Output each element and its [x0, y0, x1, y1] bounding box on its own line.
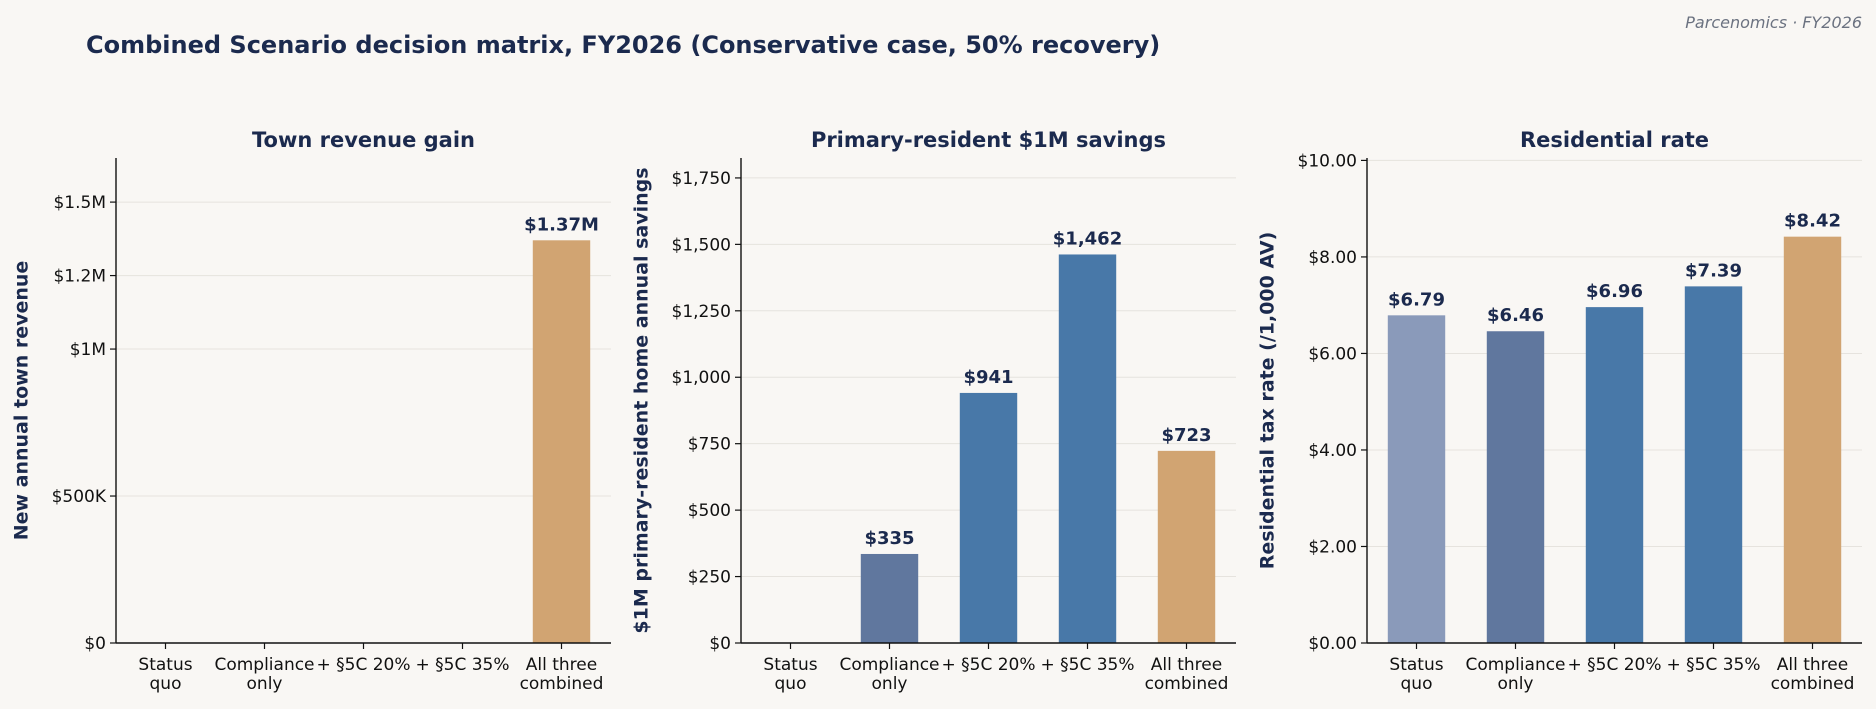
- x-tick-label: Compliance only: [839, 655, 939, 694]
- y-tick-label: $250: [688, 568, 731, 588]
- x-tick-label: Compliance only: [214, 655, 314, 694]
- data-label: $6.46: [1487, 305, 1544, 326]
- x-tick-label: Status quo: [763, 655, 817, 694]
- y-tick-label: $0.00: [1308, 634, 1357, 654]
- chart-panels: $0 $500K $1M $1.2M $1.5M Status quo Compliance o…: [11, 128, 1862, 694]
- bar: [532, 240, 591, 643]
- bar: [1783, 236, 1842, 644]
- x-tick-label: Status quo: [138, 655, 192, 694]
- y-tick-label: $6.00: [1308, 344, 1357, 364]
- x-tick-label: Status quo: [1389, 655, 1443, 694]
- bar: [1387, 315, 1446, 643]
- y-tick-label: $4.00: [1308, 441, 1357, 461]
- bar: [1684, 286, 1743, 643]
- subplot-title: Primary-resident $1M savings: [811, 128, 1166, 152]
- bar: [860, 553, 919, 643]
- data-label: $1.37M: [524, 214, 599, 235]
- data-label: $723: [1161, 425, 1211, 446]
- y-axis-label: Residential tax rate (/1,000 AV): [1257, 232, 1279, 570]
- watermark: Parcenomics · FY2026: [1685, 13, 1862, 32]
- bar: [1486, 331, 1545, 643]
- y-tick-label: $1,500: [672, 235, 731, 255]
- x-tick-label: + §5C 20%: [941, 655, 1035, 675]
- y-tick-label: $1.2M: [53, 267, 106, 287]
- bar: [1585, 307, 1644, 643]
- chart-panel-3: $0.00 $2.00 $4.00 $6.00 $8.00 $10.00 $6.79 Stat…: [1257, 128, 1862, 694]
- bar: [959, 392, 1018, 643]
- bar: [1058, 254, 1117, 643]
- y-tick-label: $0: [84, 634, 106, 654]
- x-tick-label: + §5C 35%: [1040, 655, 1134, 675]
- y-tick-label: $1,750: [672, 169, 731, 189]
- data-label: $7.39: [1685, 260, 1742, 281]
- y-tick-label: $1M: [70, 340, 106, 360]
- x-tick-label: + §5C 20%: [1567, 655, 1661, 675]
- data-label: $8.42: [1784, 211, 1841, 232]
- x-tick-label: + §5C 20%: [316, 655, 410, 675]
- y-tick-label: $1,000: [672, 368, 731, 388]
- y-axis-label: $1M primary-resident home annual savings: [631, 167, 653, 633]
- x-tick-label: Compliance only: [1465, 655, 1565, 694]
- x-tick-label: All three combined: [520, 655, 604, 694]
- y-tick-label: $500: [688, 501, 731, 521]
- y-tick-label: $0: [709, 634, 731, 654]
- data-label: $1,462: [1053, 228, 1122, 249]
- x-tick-label: + §5C 35%: [1666, 655, 1760, 675]
- x-tick-label: + §5C 35%: [415, 655, 509, 675]
- y-tick-label: $500K: [52, 487, 107, 507]
- y-tick-label: $1.5M: [53, 193, 106, 213]
- y-tick-label: $750: [688, 435, 731, 455]
- data-label: $941: [963, 367, 1013, 388]
- chart-panel-2: $0 $250 $500 $750 $1,000 $1,250 $1,500 $1,750 St…: [631, 128, 1236, 694]
- bar: [1157, 450, 1216, 643]
- y-tick-label: $1,250: [672, 302, 731, 322]
- y-tick-label: $2.00: [1308, 537, 1357, 557]
- data-label: $6.79: [1388, 289, 1445, 310]
- figure-title: Combined Scenario decision matrix, FY202…: [86, 31, 1160, 59]
- data-label: $335: [864, 528, 914, 549]
- subplot-title: Town revenue gain: [252, 128, 475, 152]
- y-axis-label: New annual town revenue: [11, 261, 33, 541]
- y-tick-label: $8.00: [1308, 248, 1357, 268]
- y-tick-label: $10.00: [1298, 151, 1357, 171]
- chart-panel-1: $0 $500K $1M $1.2M $1.5M Status quo Compliance o…: [11, 128, 611, 694]
- x-tick-label: All three combined: [1145, 655, 1229, 694]
- data-label: $6.96: [1586, 281, 1643, 302]
- x-tick-label: All three combined: [1771, 655, 1855, 694]
- subplot-title: Residential rate: [1520, 128, 1709, 152]
